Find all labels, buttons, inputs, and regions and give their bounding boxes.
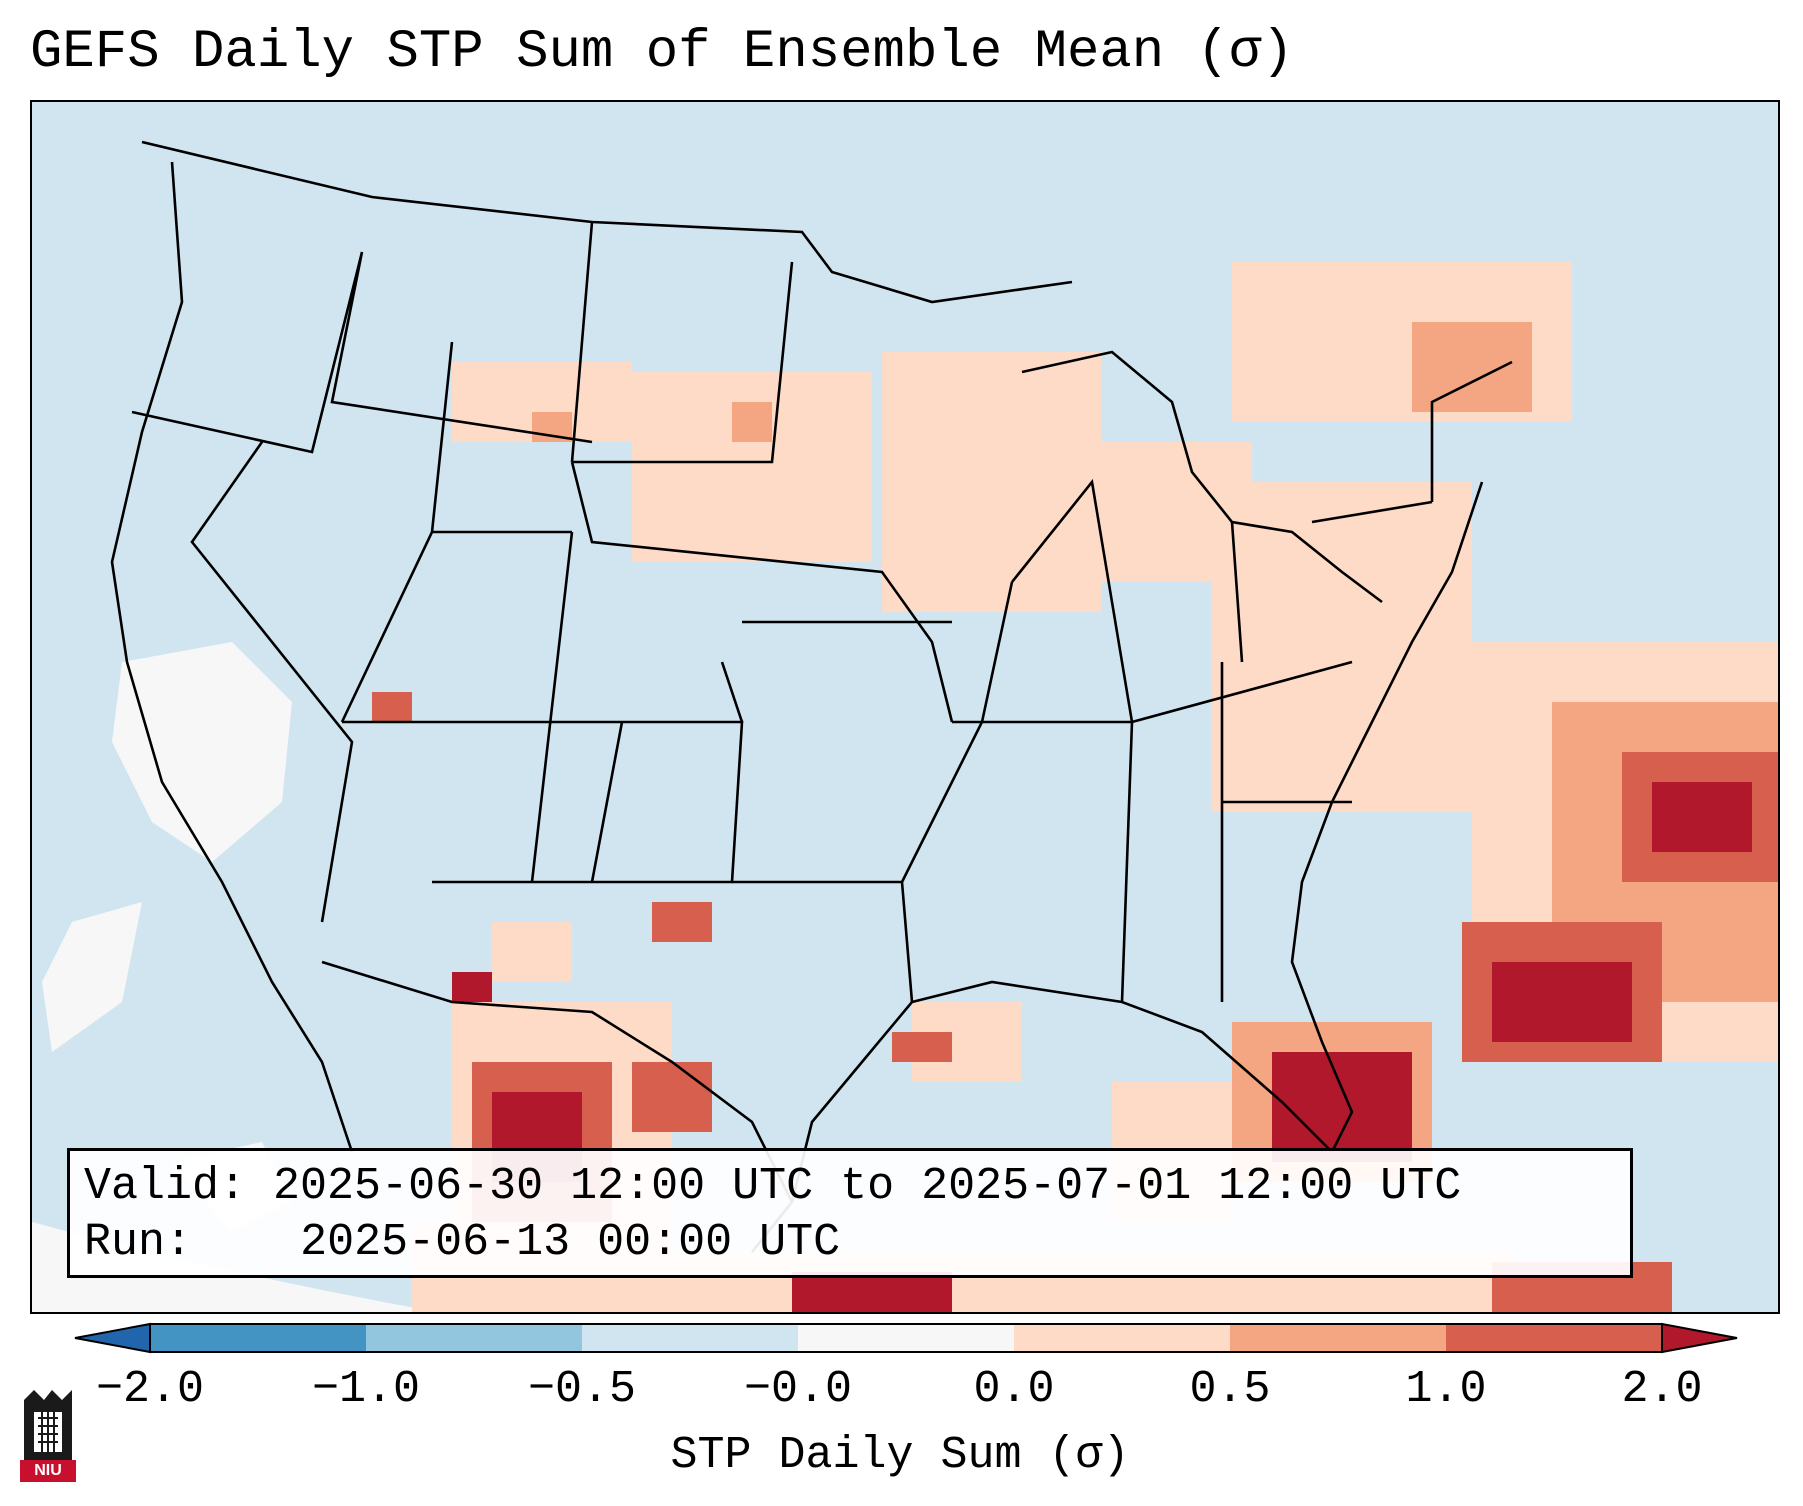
colorbar-tick-2: −1.0 — [311, 1364, 421, 1415]
canada-border — [141, 140, 1073, 304]
colorbar-extend-low — [74, 1322, 151, 1354]
map-panel — [30, 100, 1780, 1314]
colorbar-bin-5 — [1014, 1324, 1230, 1352]
logo-text: NIU — [34, 1462, 62, 1479]
colorbar-tick-5: 0.0 — [973, 1364, 1055, 1415]
great-lakes — [1021, 350, 1383, 604]
pacific-white-patches — [42, 642, 292, 1232]
run-label: Run: — [84, 1217, 193, 1268]
run-row: Run: 2025-06-13 00:00 UTC — [84, 1215, 1616, 1271]
chart-title: GEFS Daily STP Sum of Ensemble Mean (σ) — [30, 22, 1294, 83]
validity-info-box: Valid: 2025-06-30 12:00 UTC to 2025-07-0… — [67, 1148, 1633, 1278]
valid-value: 2025-06-30 12:00 UTC to 2025-07-01 12:00… — [273, 1161, 1462, 1212]
colorbar-bin-7 — [1446, 1324, 1662, 1352]
mexico-border — [321, 960, 794, 1203]
west-coast — [110, 161, 354, 1153]
state-lines-west — [131, 251, 744, 923]
niu-logo: NIU — [20, 1390, 76, 1482]
colorbar-tick-8: 2.0 — [1621, 1364, 1703, 1415]
colorbar-bin-2 — [366, 1324, 582, 1352]
colorbar-tick-1: −2.0 — [95, 1364, 205, 1415]
offshore-white-region — [32, 1222, 439, 1312]
state-lines-central — [570, 221, 1014, 1003]
colorbar-bin-3 — [582, 1324, 798, 1352]
colorbar-tick-3: −0.5 — [527, 1364, 637, 1415]
colorbar-bin-4 — [798, 1324, 1014, 1352]
state-lines-east — [952, 360, 1513, 1003]
colorbar-outline — [149, 1323, 1663, 1353]
map-svg — [32, 140, 1778, 1312]
colorbar-tick-6: 0.5 — [1189, 1364, 1271, 1415]
colorbar — [74, 1322, 1738, 1354]
castle-icon — [20, 1390, 76, 1482]
colorbar-title: STP Daily Sum (σ) — [670, 1430, 1130, 1481]
valid-label: Valid: — [84, 1161, 247, 1212]
colorbar-tick-7: 1.0 — [1405, 1364, 1487, 1415]
valid-row: Valid: 2025-06-30 12:00 UTC to 2025-07-0… — [84, 1159, 1616, 1215]
east-coast — [1290, 481, 1484, 1153]
colorbar-tick-4: −0.0 — [743, 1364, 853, 1415]
boundaries — [110, 140, 1513, 1253]
run-value: 2025-06-13 00:00 UTC — [300, 1217, 841, 1268]
colorbar-bin-1 — [150, 1324, 366, 1352]
colorbar-extend-high — [1661, 1322, 1738, 1354]
colorbar-bin-6 — [1230, 1324, 1446, 1352]
